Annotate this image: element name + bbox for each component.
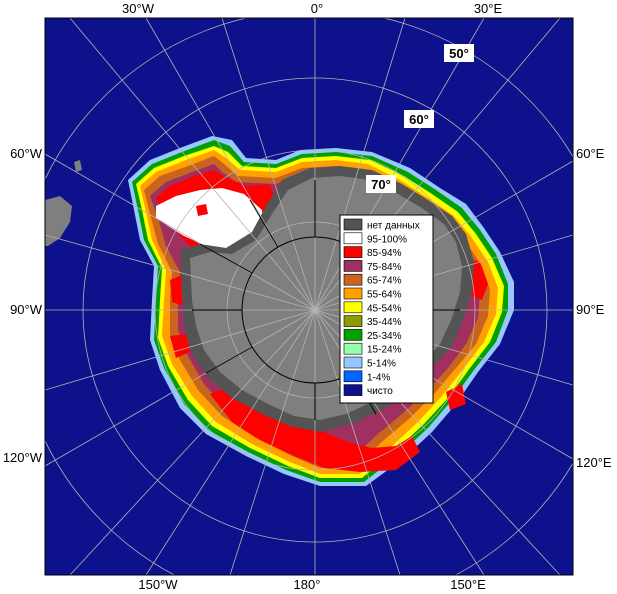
- legend-label-2: 85-94%: [367, 248, 402, 259]
- legend-swatch-7: [343, 315, 363, 327]
- legend-swatch-9: [343, 342, 363, 355]
- concentration-legend: нет данных 95-100% 85-94% 75-84% 65-74% 55-64…: [339, 214, 434, 404]
- lon-label-bottom-1: 180°: [294, 577, 321, 592]
- lon-label-right-0: 60°E: [576, 146, 605, 161]
- legend-label-0: нет данных: [367, 221, 420, 232]
- ice-band-85-94-east: [446, 258, 488, 410]
- lon-label-bottom-0: 150°W: [138, 577, 178, 592]
- legend-swatch-8: [343, 329, 363, 341]
- lat-label-60: 60°: [404, 110, 434, 128]
- legend-swatch-0: [343, 218, 363, 231]
- ice-band-95-100: [156, 188, 264, 252]
- ice-band-85-94-weddell-spot: [196, 204, 208, 216]
- svg-text:70°: 70°: [371, 177, 391, 192]
- lon-label-top-2: 30°E: [474, 1, 503, 16]
- lon-label-top-0: 30°W: [122, 1, 155, 16]
- lon-label-right-1: 90°E: [576, 302, 605, 317]
- legend-swatch-6: [343, 301, 363, 314]
- lon-label-top-1: 0°: [311, 1, 323, 16]
- lon-label-left-1: 90°W: [10, 302, 43, 317]
- lon-label-left-2: 120°W: [3, 450, 43, 465]
- lon-label-bottom-2: 150°E: [450, 577, 486, 592]
- svg-text:50°: 50°: [449, 46, 469, 61]
- legend-swatch-12: [343, 384, 363, 396]
- legend-label-5: 55-64%: [367, 290, 402, 301]
- svg-text:60°: 60°: [409, 112, 429, 127]
- legend-swatch-2: [343, 246, 363, 258]
- legend-swatch-5: [343, 287, 363, 300]
- legend-swatch-4: [343, 273, 363, 286]
- map-frame: [44, 17, 574, 576]
- lon-label-right-2: 120°E: [576, 455, 612, 470]
- legend-swatch-10: [343, 356, 363, 369]
- legend-label-3: 75-84%: [367, 262, 402, 273]
- south-america-land: [45, 160, 82, 246]
- legend-swatch-1: [343, 232, 363, 245]
- legend-swatch-3: [343, 260, 363, 272]
- legend-label-12: чисто: [367, 386, 393, 397]
- legend-label-9: 15-24%: [367, 345, 402, 356]
- lat-label-70: 70°: [366, 175, 396, 193]
- legend-label-11: 1-4%: [367, 372, 390, 383]
- lat-label-50: 50°: [444, 44, 474, 62]
- legend-label-1: 95-100%: [367, 234, 407, 245]
- legend-label-8: 25-34%: [367, 331, 402, 342]
- legend-label-4: 65-74%: [367, 276, 402, 287]
- legend-label-7: 35-44%: [367, 317, 402, 328]
- lon-label-left-0: 60°W: [10, 146, 43, 161]
- legend-swatch-11: [343, 370, 363, 383]
- legend-label-6: 45-54%: [367, 303, 402, 314]
- legend-label-10: 5-14%: [367, 359, 396, 370]
